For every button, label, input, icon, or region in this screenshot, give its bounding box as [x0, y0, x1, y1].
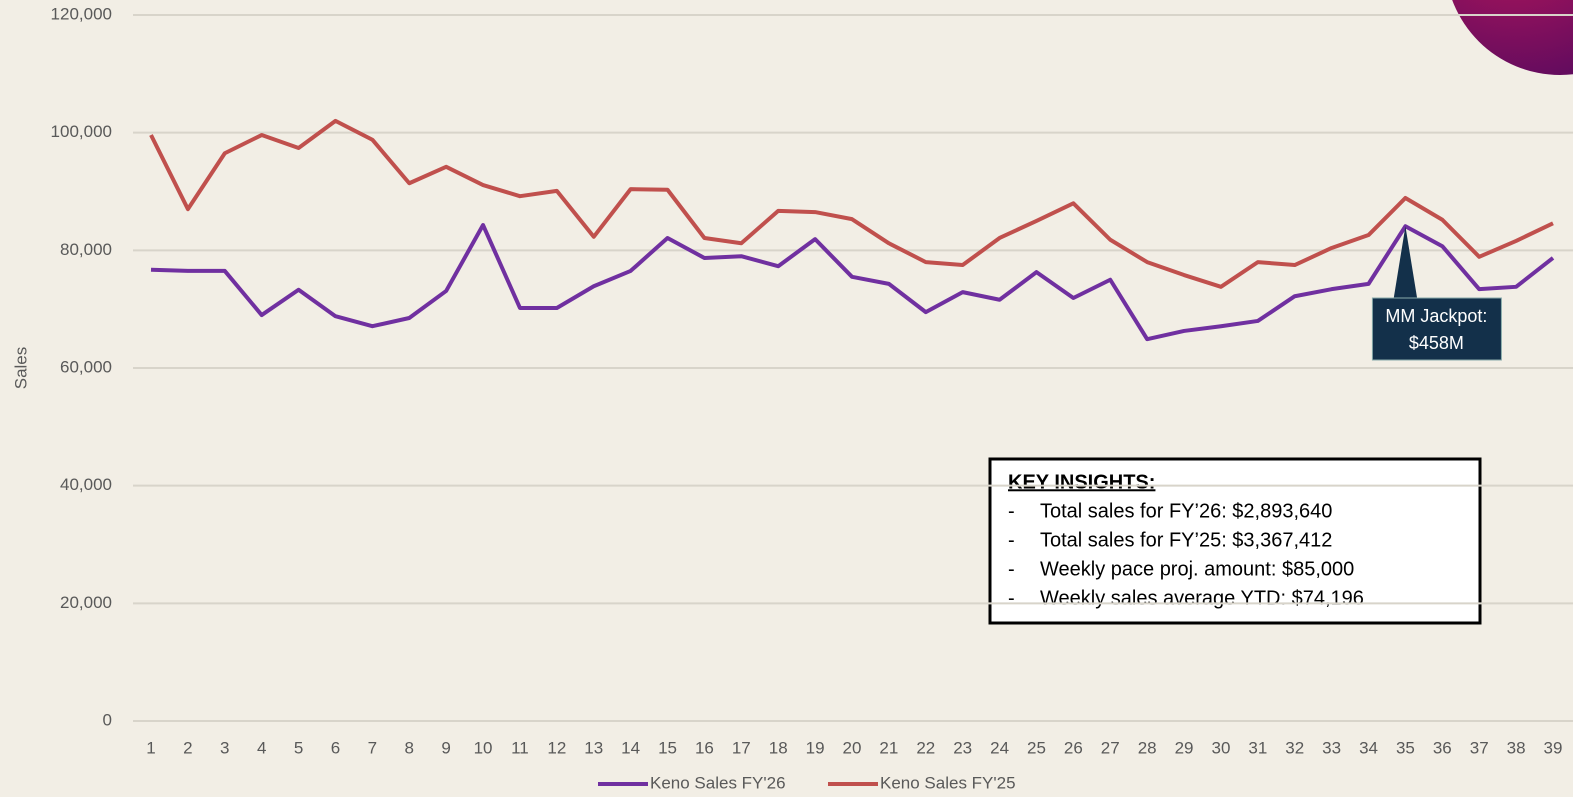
- y-tick-label: 20,000: [60, 593, 112, 612]
- x-tick-label: 38: [1507, 738, 1526, 757]
- x-tick-label: 1: [146, 738, 155, 757]
- callout-text: $458M: [1409, 333, 1464, 353]
- x-tick-label: 12: [547, 738, 566, 757]
- x-tick-label: 9: [441, 738, 450, 757]
- x-tick-label: 33: [1322, 738, 1341, 757]
- x-tick-label: 21: [879, 738, 898, 757]
- insights-item: Total sales for FY’26: $2,893,640: [1040, 500, 1332, 522]
- data-line: [149, 118, 1554, 289]
- decoration: [1452, 0, 1573, 75]
- x-tick-label: 15: [658, 738, 677, 757]
- x-tick-label: 8: [405, 738, 414, 757]
- x-tick-label: 24: [990, 738, 1009, 757]
- y-tick-label: 80,000: [60, 240, 112, 259]
- x-tick-label: 25: [1027, 738, 1046, 757]
- x-tick-label: 23: [953, 738, 972, 757]
- insights-item: Weekly pace proj. amount: $85,000: [1040, 558, 1354, 580]
- insights-dash: -: [1008, 500, 1015, 522]
- x-tick-label: 6: [331, 738, 340, 757]
- x-tick-label: 18: [769, 738, 788, 757]
- y-tick-label: 60,000: [60, 357, 112, 376]
- x-tick-label: 39: [1544, 738, 1563, 757]
- callout-box: [1371, 297, 1502, 361]
- insights-dash: -: [1008, 529, 1015, 551]
- x-tick-label: 16: [695, 738, 714, 757]
- insights-title: KEY INSIGHTS:: [1008, 471, 1155, 493]
- x-tick-label: 27: [1101, 738, 1120, 757]
- y-tick-label: 120,000: [51, 4, 112, 23]
- x-tick-label: 35: [1396, 738, 1415, 757]
- x-tick-label: 3: [220, 738, 229, 757]
- x-tick-label: 2: [183, 738, 192, 757]
- data-line: [150, 223, 1555, 342]
- x-tick-label: 10: [474, 738, 493, 757]
- x-tick-label: 36: [1433, 738, 1452, 757]
- x-tick-label: 20: [843, 738, 862, 757]
- callout-text: MM Jackpot:: [1385, 306, 1487, 326]
- y-tick-label: 0: [103, 710, 112, 729]
- legend-label: Keno Sales FY'26: [650, 773, 786, 792]
- callout-pointer: [1393, 226, 1418, 300]
- x-tick-label: 17: [732, 738, 751, 757]
- x-tick-label: 13: [584, 738, 603, 757]
- x-tick-label: 28: [1138, 738, 1157, 757]
- x-tick-label: 4: [257, 738, 266, 757]
- x-tick-label: 32: [1285, 738, 1304, 757]
- insights-box: KEY INSIGHTS: - Total sales for FY’26: $2…: [988, 457, 1482, 625]
- insights-dash: -: [1008, 587, 1015, 609]
- legend-label: Keno Sales FY'25: [880, 773, 1016, 792]
- x-tick-label: 7: [368, 738, 377, 757]
- x-tick-label: 22: [916, 738, 935, 757]
- insights-item: Total sales for FY’25: $3,367,412: [1040, 529, 1332, 551]
- x-tick-label: 37: [1470, 738, 1489, 757]
- x-tick-label: 34: [1359, 738, 1378, 757]
- y-axis-label: Sales: [11, 347, 30, 390]
- x-tick-label: 31: [1248, 738, 1267, 757]
- x-tick-label: 14: [621, 738, 640, 757]
- x-tick-label: 19: [806, 738, 825, 757]
- insights-dash: -: [1008, 558, 1015, 580]
- x-tick-label: 29: [1175, 738, 1194, 757]
- y-tick-label: 40,000: [60, 475, 112, 494]
- y-tick-label: 100,000: [51, 122, 112, 141]
- x-tick-label: 5: [294, 738, 303, 757]
- x-tick-label: 11: [511, 738, 529, 757]
- x-tick-label: 30: [1211, 738, 1230, 757]
- x-tick-label: 26: [1064, 738, 1083, 757]
- insights-item: Weekly sales average YTD: $74,196: [1040, 587, 1364, 609]
